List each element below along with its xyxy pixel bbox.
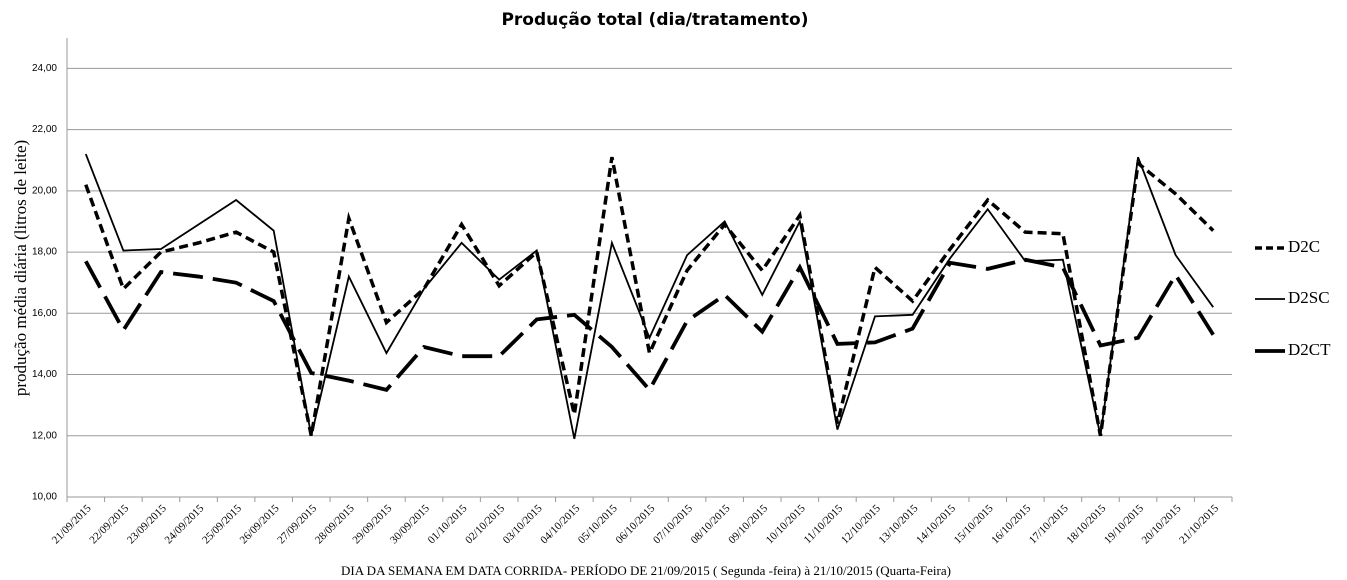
x-tick-label: 19/10/2015 — [1102, 502, 1146, 546]
legend-label: D2CT — [1288, 340, 1331, 359]
x-tick-label: 03/10/2015 — [501, 502, 545, 546]
y-tick-label: 10,00 — [32, 492, 57, 503]
y-tick-label: 18,00 — [32, 247, 57, 258]
x-tick-label: 18/10/2015 — [1064, 502, 1108, 546]
x-axis-label: DIA DA SEMANA EM DATA CORRIDA- PERÍODO D… — [341, 563, 951, 578]
y-tick-label: 22,00 — [32, 124, 57, 135]
y-tick-label: 12,00 — [32, 430, 57, 441]
x-tick-label: 08/10/2015 — [689, 502, 733, 546]
y-tick-label: 20,00 — [32, 185, 57, 196]
x-tick-label: 20/10/2015 — [1140, 502, 1184, 546]
x-tick-label: 04/10/2015 — [538, 502, 582, 546]
x-tick-label: 02/10/2015 — [463, 502, 507, 546]
y-tick-label: 14,00 — [32, 369, 57, 380]
x-tick-label: 22/09/2015 — [87, 502, 131, 546]
legend-label: D2SC — [1288, 288, 1330, 307]
x-tick-label: 12/10/2015 — [839, 502, 883, 546]
x-tick-label: 01/10/2015 — [426, 502, 470, 546]
x-tick-label: 06/10/2015 — [613, 502, 657, 546]
x-tick-label: 25/09/2015 — [200, 502, 244, 546]
x-tick-label: 26/09/2015 — [238, 502, 282, 546]
x-tick-label: 13/10/2015 — [877, 502, 921, 546]
x-tick-label: 27/09/2015 — [275, 502, 319, 546]
x-tick-label: 23/09/2015 — [125, 502, 169, 546]
x-tick-label: 16/10/2015 — [989, 502, 1033, 546]
x-tick-label: 17/10/2015 — [1027, 502, 1071, 546]
y-tick-label: 24,00 — [32, 63, 57, 74]
x-tick-label: 21/09/2015 — [50, 502, 94, 546]
y-tick-label: 16,00 — [32, 308, 57, 319]
x-tick-label: 14/10/2015 — [914, 502, 958, 546]
x-tick-label: 24/09/2015 — [163, 502, 207, 546]
legend-label: D2C — [1288, 237, 1320, 256]
series-line — [84, 153, 1214, 440]
chart-title: Produção total (dia/tratamento) — [501, 10, 808, 30]
y-axis-label: produção média diária (litros de leite) — [11, 140, 30, 396]
x-tick-label: 09/10/2015 — [726, 502, 770, 546]
x-tick-label: 15/10/2015 — [952, 502, 996, 546]
series-line — [84, 257, 1215, 394]
x-tick-label: 29/09/2015 — [350, 502, 394, 546]
x-tick-label: 05/10/2015 — [576, 502, 620, 546]
x-tick-label: 30/09/2015 — [388, 502, 432, 546]
x-tick-label: 07/10/2015 — [651, 502, 695, 546]
x-tick-label: 10/10/2015 — [764, 502, 808, 546]
x-tick-label: 11/10/2015 — [802, 502, 846, 546]
x-tick-label: 28/09/2015 — [313, 502, 357, 546]
series-line — [84, 156, 1215, 437]
x-tick-label: 21/10/2015 — [1177, 502, 1221, 546]
